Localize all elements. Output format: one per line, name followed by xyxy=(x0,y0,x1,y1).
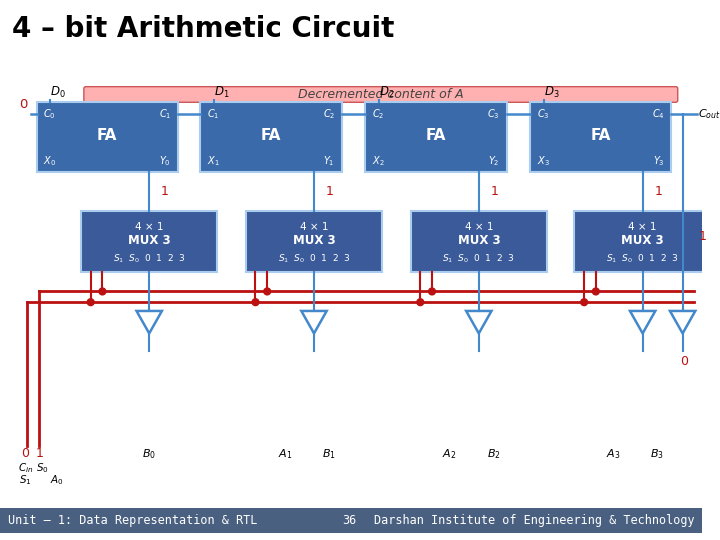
Text: 1: 1 xyxy=(698,231,706,244)
Bar xyxy=(365,102,507,172)
Circle shape xyxy=(99,288,106,295)
Text: $Y_0$: $Y_0$ xyxy=(159,154,171,167)
Bar xyxy=(246,212,382,272)
Text: $C_3$: $C_3$ xyxy=(537,107,549,121)
Text: $D_1$: $D_1$ xyxy=(214,85,230,100)
Text: 1: 1 xyxy=(490,185,498,199)
Text: $C_3$: $C_3$ xyxy=(487,107,500,121)
Text: Darshan Institute of Engineering & Technology: Darshan Institute of Engineering & Techn… xyxy=(374,514,694,527)
Text: $A_3$: $A_3$ xyxy=(606,448,621,461)
Bar xyxy=(530,102,672,172)
Text: $C_1$: $C_1$ xyxy=(207,107,220,121)
Text: $B_0$: $B_0$ xyxy=(142,448,156,461)
Circle shape xyxy=(417,299,423,306)
Text: $C_{in}$: $C_{in}$ xyxy=(18,461,33,475)
Text: 1: 1 xyxy=(36,448,44,461)
Text: $C_2$: $C_2$ xyxy=(323,107,335,121)
Text: MUX 3: MUX 3 xyxy=(457,234,500,247)
Bar xyxy=(81,212,217,272)
Circle shape xyxy=(581,299,588,306)
Text: FA: FA xyxy=(261,129,282,144)
Text: $A_1$: $A_1$ xyxy=(277,448,292,461)
Circle shape xyxy=(252,299,259,306)
Text: 0: 0 xyxy=(22,448,30,461)
Text: $Y_1$: $Y_1$ xyxy=(323,154,335,167)
Text: MUX 3: MUX 3 xyxy=(128,234,171,247)
Text: 0: 0 xyxy=(19,98,27,111)
Text: 1: 1 xyxy=(325,185,333,199)
Text: 1: 1 xyxy=(654,185,662,199)
Text: MUX 3: MUX 3 xyxy=(621,234,664,247)
Text: $Y_3$: $Y_3$ xyxy=(653,154,665,167)
Text: $A_0$: $A_0$ xyxy=(50,473,63,487)
Bar xyxy=(200,102,342,172)
Text: 36: 36 xyxy=(342,514,356,527)
FancyBboxPatch shape xyxy=(84,86,678,102)
Text: $B_2$: $B_2$ xyxy=(487,448,500,461)
Text: Unit – 1: Data Representation & RTL: Unit – 1: Data Representation & RTL xyxy=(8,514,257,527)
Circle shape xyxy=(428,288,436,295)
Text: $Y_2$: $Y_2$ xyxy=(488,154,500,167)
Text: $C_0$: $C_0$ xyxy=(43,107,56,121)
Text: 0: 0 xyxy=(680,355,688,368)
Text: FA: FA xyxy=(97,129,117,144)
Text: $X_3$: $X_3$ xyxy=(537,154,549,167)
Text: 4 – bit Arithmetic Circuit: 4 – bit Arithmetic Circuit xyxy=(12,15,394,43)
Text: $C_4$: $C_4$ xyxy=(652,107,665,121)
Text: $S_1$  $S_0$  0  1  2  3: $S_1$ $S_0$ 0 1 2 3 xyxy=(443,252,516,265)
Text: $S_1$  $S_0$  0  1  2  3: $S_1$ $S_0$ 0 1 2 3 xyxy=(606,252,679,265)
Text: $S_1$  $S_0$  0  1  2  3: $S_1$ $S_0$ 0 1 2 3 xyxy=(278,252,351,265)
Text: $C_2$: $C_2$ xyxy=(372,107,384,121)
Text: 4 × 1: 4 × 1 xyxy=(629,221,657,232)
Text: 4 × 1: 4 × 1 xyxy=(135,221,163,232)
Text: $B_3$: $B_3$ xyxy=(650,448,665,461)
Text: $S_1$: $S_1$ xyxy=(19,473,32,487)
Text: $C_{out}$: $C_{out}$ xyxy=(698,107,720,121)
Bar xyxy=(575,212,711,272)
Text: $X_0$: $X_0$ xyxy=(43,154,56,167)
Text: $S_1$  $S_0$  0  1  2  3: $S_1$ $S_0$ 0 1 2 3 xyxy=(113,252,186,265)
Text: $X_1$: $X_1$ xyxy=(207,154,220,167)
Text: $D_2$: $D_2$ xyxy=(379,85,395,100)
Text: $D_0$: $D_0$ xyxy=(50,85,66,100)
Text: 1: 1 xyxy=(161,185,168,199)
Text: $C_1$: $C_1$ xyxy=(158,107,171,121)
Text: FA: FA xyxy=(426,129,446,144)
Circle shape xyxy=(593,288,599,295)
Text: $A_2$: $A_2$ xyxy=(442,448,456,461)
Text: $S_0$: $S_0$ xyxy=(35,461,48,475)
Text: $X_2$: $X_2$ xyxy=(372,154,384,167)
Text: 4 × 1: 4 × 1 xyxy=(464,221,493,232)
Circle shape xyxy=(87,299,94,306)
Bar xyxy=(37,102,178,172)
Text: FA: FA xyxy=(590,129,611,144)
Bar xyxy=(0,508,702,534)
Bar xyxy=(410,212,547,272)
Text: 4 × 1: 4 × 1 xyxy=(300,221,328,232)
Text: $B_1$: $B_1$ xyxy=(322,448,336,461)
Circle shape xyxy=(264,288,271,295)
Text: Decremented content of A: Decremented content of A xyxy=(298,88,464,101)
Text: MUX 3: MUX 3 xyxy=(293,234,336,247)
Text: $D_3$: $D_3$ xyxy=(544,85,559,100)
